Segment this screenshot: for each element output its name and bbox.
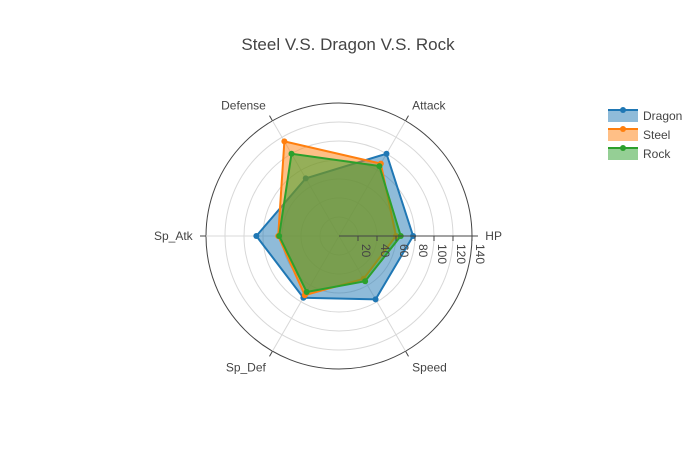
data-point — [383, 150, 390, 157]
data-point — [276, 233, 283, 239]
legend-swatch — [608, 129, 638, 141]
legend-item-dragon[interactable]: Dragon — [608, 107, 682, 123]
data-point — [288, 150, 295, 157]
axis-label-sp_atk: Sp_Atk — [154, 229, 194, 243]
radial-tick-label: 120 — [454, 244, 468, 264]
angular-axis-labels: HP Attack Defense Sp_Atk Sp_Def Speed — [154, 98, 502, 374]
data-point — [376, 163, 383, 170]
axis-label-hp: HP — [485, 229, 502, 243]
legend-item-rock[interactable]: Rock — [608, 145, 671, 161]
legend-swatch — [608, 148, 638, 160]
angular-tick — [269, 115, 273, 122]
legend-label: Rock — [643, 147, 671, 161]
angular-tick — [405, 115, 409, 122]
axis-label-attack: Attack — [412, 98, 446, 112]
legend: Dragon Steel Rock — [608, 107, 682, 161]
radial-tick-label: 140 — [473, 244, 487, 264]
legend-label: Dragon — [643, 109, 682, 123]
axis-label-sp_def: Sp_Def — [226, 361, 267, 375]
radial-tick-label: 100 — [435, 244, 449, 264]
axis-label-defense: Defense — [221, 98, 266, 112]
angular-tick — [269, 350, 273, 357]
data-point — [303, 288, 310, 295]
radial-tick-label: 20 — [359, 244, 373, 258]
radial-tick-label: 80 — [416, 244, 430, 258]
data-point — [372, 296, 379, 303]
legend-swatch — [608, 110, 638, 122]
legend-marker — [620, 107, 626, 113]
legend-marker — [620, 126, 626, 132]
data-point — [362, 278, 369, 285]
series-rock — [276, 150, 404, 295]
radar-series — [253, 138, 417, 303]
legend-marker — [620, 145, 626, 151]
radial-tick-label: 60 — [397, 244, 411, 258]
radial-tick-label: 40 — [378, 244, 392, 258]
chart-title: Steel V.S. Dragon V.S. Rock — [241, 35, 455, 54]
legend-label: Steel — [643, 128, 670, 142]
radial-axis: 20 40 60 80 100 120 140 — [339, 235, 487, 264]
data-point — [281, 138, 288, 145]
legend-item-steel[interactable]: Steel — [608, 126, 670, 142]
angular-tick — [405, 350, 409, 357]
data-point — [253, 233, 260, 239]
axis-label-speed: Speed — [412, 361, 447, 375]
